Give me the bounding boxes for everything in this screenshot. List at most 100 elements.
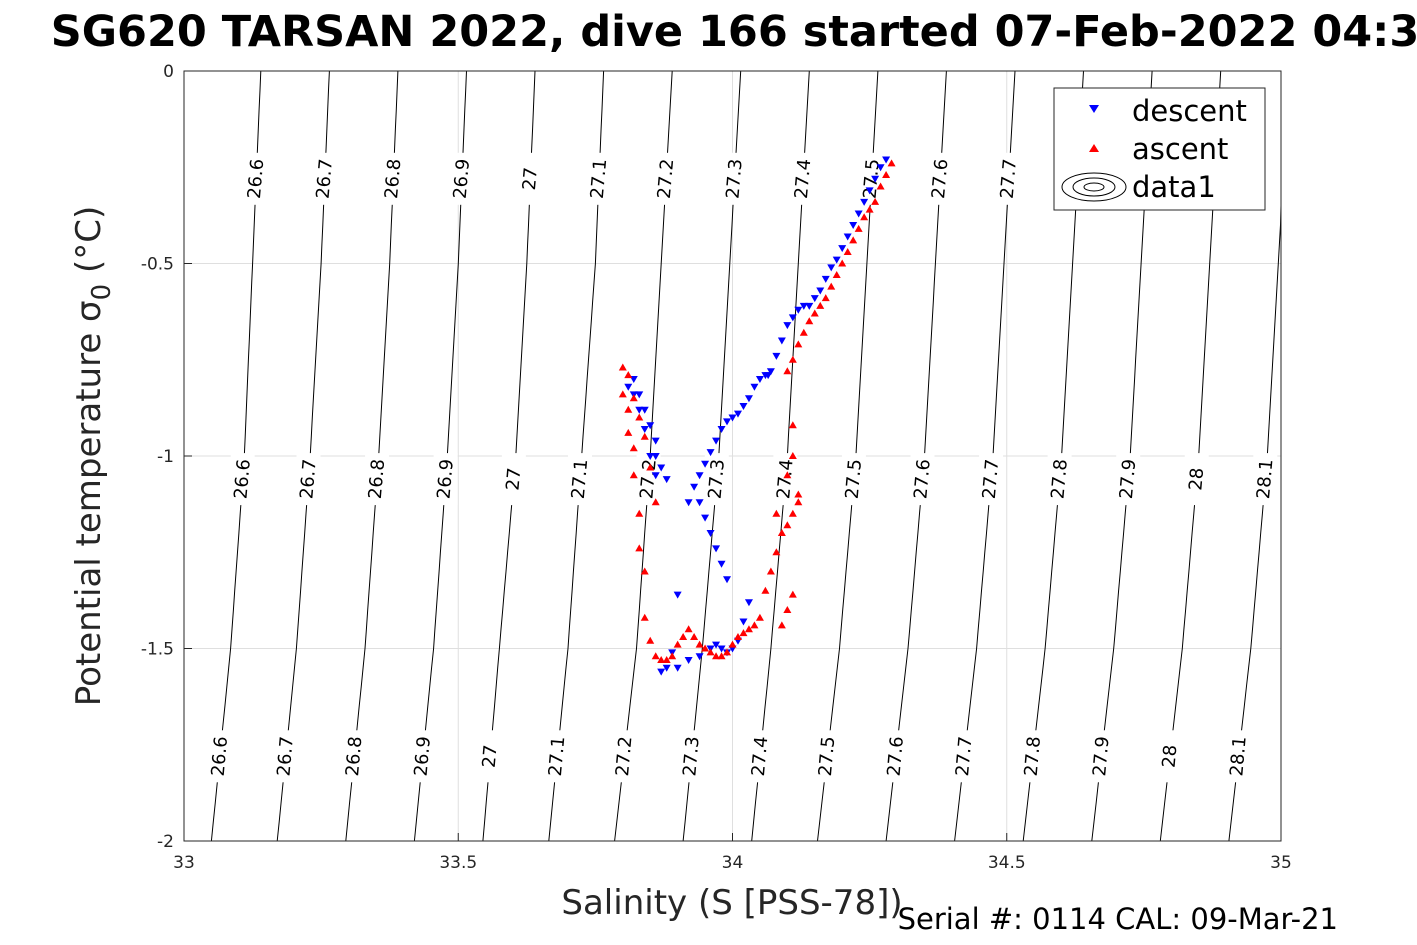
contour-label: 27.1 — [587, 158, 611, 200]
descent-point — [805, 302, 814, 310]
descent-point — [690, 483, 699, 491]
ascent-point — [783, 471, 792, 479]
ascent-point — [640, 613, 649, 621]
contour-label-bg — [568, 453, 593, 506]
legend: descent ascent data1 — [1053, 87, 1266, 211]
contour-label-bg — [449, 152, 474, 205]
contour-label: 27.8 — [1021, 735, 1045, 777]
contour-label-bg — [679, 730, 704, 783]
y-tick-label: -1 — [157, 447, 174, 467]
contour-label: 27.5 — [842, 458, 866, 500]
ascent-point — [717, 652, 726, 660]
descent-point — [744, 395, 753, 403]
contour-label-bg — [410, 730, 435, 783]
contour-label: 28.1 — [1253, 458, 1277, 500]
contour-label-bg — [791, 152, 816, 205]
ascent-point — [788, 421, 797, 429]
descent-point — [706, 530, 715, 537]
contour-label-bg — [501, 453, 526, 506]
y-tick-label: 0 — [163, 62, 174, 82]
ascent-point — [871, 197, 880, 205]
legend-descent-marker — [1089, 105, 1099, 113]
contour-label: 27 — [502, 467, 525, 492]
descent-point — [882, 156, 891, 164]
descent-point — [640, 426, 649, 434]
ascent-point — [788, 590, 797, 598]
contour-label-bg — [748, 730, 773, 783]
descent-point — [739, 402, 748, 410]
descent-point — [651, 472, 660, 480]
legend-contour-marker — [1061, 172, 1127, 202]
contour-label-bg — [910, 453, 935, 506]
x-tick-label: 34.5 — [988, 853, 1026, 873]
descent-point — [744, 599, 753, 607]
descent-point — [695, 499, 704, 507]
descent-point — [657, 464, 666, 472]
contour-label: 27.9 — [1116, 458, 1140, 500]
descent-point — [646, 453, 655, 460]
descent-point — [695, 472, 704, 480]
ascent-point — [876, 182, 885, 190]
descent-point — [865, 187, 874, 195]
contour-label-bg — [1253, 453, 1278, 506]
y-tick-label: -2 — [157, 832, 174, 852]
descent-point — [701, 514, 710, 522]
ascent-point — [854, 224, 863, 232]
ascent-point — [755, 613, 764, 621]
contour-label-bg — [518, 152, 543, 205]
ascent-point — [706, 648, 715, 656]
contour-label-bg — [883, 730, 908, 783]
contour-label-bg — [979, 453, 1004, 506]
ascent-point — [651, 498, 660, 506]
y-axis-label: Potential temperature σ0 (°C) — [69, 206, 117, 706]
descent-point — [701, 460, 710, 468]
y-tick-label: -1.5 — [141, 640, 174, 660]
legend-data1-label: data1 — [1132, 170, 1216, 204]
contour-label: 27.9 — [1089, 735, 1113, 777]
ascent-point — [838, 259, 847, 267]
ascent-point — [750, 621, 759, 629]
descent-point — [794, 306, 803, 314]
y-tick-label: -0.5 — [141, 255, 174, 275]
contour-label-bg — [1020, 730, 1045, 783]
descent-point — [728, 414, 737, 422]
ascent-point — [832, 271, 841, 279]
ascent-point — [723, 648, 732, 656]
ascent-point — [860, 213, 869, 221]
contour-label-bg — [1116, 453, 1141, 506]
chart-title: SG620 TARSAN 2022, dive 166 started 07-F… — [51, 7, 1417, 57]
contour-label: 27.3 — [705, 458, 729, 500]
y-axis-ticks: 0 -0.5 -1 -1.5 -2 — [141, 62, 192, 852]
contour-label-bg — [207, 730, 232, 783]
ascent-point — [794, 490, 803, 498]
contour-label-bg — [1226, 730, 1251, 783]
contour-label-bg — [545, 730, 570, 783]
descent-point — [646, 422, 655, 430]
ascent-point — [668, 652, 677, 660]
ascent-point — [777, 621, 786, 629]
ascent-point — [821, 294, 830, 302]
descent-point — [717, 645, 726, 653]
contour-label-bg — [722, 152, 747, 205]
ascent-point — [816, 301, 825, 309]
legend-descent-label: descent — [1132, 94, 1247, 128]
contour-label: 27.7 — [979, 458, 1003, 500]
ascent-point — [794, 340, 803, 348]
contour-label-bg — [773, 453, 798, 506]
legend-ascent-label: ascent — [1132, 132, 1228, 166]
ascent-point — [635, 544, 644, 552]
contour-label: 27.5 — [860, 158, 884, 200]
ascent-point — [783, 606, 792, 613]
ascent-point — [640, 432, 649, 440]
descent-point — [651, 437, 660, 445]
contour-label-bg — [433, 453, 458, 506]
ascent-point — [827, 282, 836, 290]
descent-point — [673, 664, 682, 672]
contour-label-bg — [244, 152, 269, 205]
contour-label: 27.7 — [997, 158, 1021, 200]
descent-point — [838, 245, 847, 253]
ascent-point — [624, 405, 633, 413]
descent-point — [657, 668, 666, 676]
ascent-point — [618, 363, 627, 371]
contour-label: 27.5 — [815, 735, 839, 777]
